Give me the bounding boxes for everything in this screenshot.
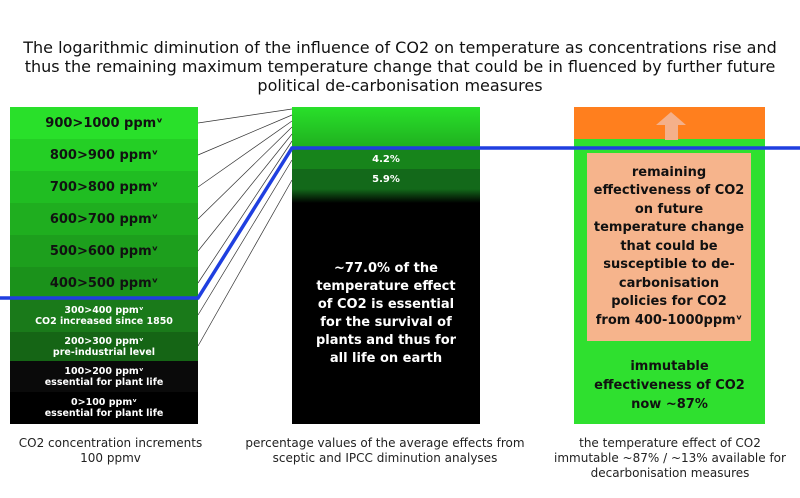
fan-line: [197, 179, 293, 347]
middle-fade: [292, 189, 480, 203]
segment-label: 800>900 ppmᵛ: [49, 147, 159, 163]
segment-300-400: 300>400 ppmᵛ CO2 increased since 1850: [10, 299, 198, 332]
caption-middle: percentage values of the average effects…: [245, 436, 525, 465]
segment-sublabel: CO2 increased since 1850: [35, 315, 173, 327]
segment-label: 0>100 ppmᵛ: [71, 397, 137, 408]
middle-segment-5-9: 5.9%: [292, 169, 480, 189]
segment-700-800: 700>800 ppmᵛ: [10, 171, 198, 203]
up-arrow: [656, 112, 686, 140]
segment-200-300: 200>300 ppmᵛ pre-industrial level: [10, 332, 198, 361]
diagram-title: The logarithmic diminution of the influe…: [23, 38, 777, 95]
fan-line: [197, 108, 293, 124]
segment-600-700: 600>700 ppmᵛ: [10, 203, 198, 235]
fan-line: [197, 120, 293, 188]
caption-right: the temperature effect of CO2 immutable …: [554, 436, 786, 480]
middle-segment-4-2: 4.2%: [292, 149, 480, 169]
middle-main-text: ~77.0% of the temperature effect of CO2 …: [315, 260, 457, 366]
segment-sublabel: pre-industrial level: [52, 346, 156, 358]
segment-label: 700>800 ppmᵛ: [49, 179, 159, 195]
segment-label: 300>400 ppmᵛ: [64, 304, 144, 316]
segment-sublabel: essential for plant life: [44, 408, 164, 419]
segment-800-900: 800>900 ppmᵛ: [10, 139, 198, 171]
fan-line: [197, 133, 293, 252]
segment-400-500: 400>500 ppmᵛ: [10, 267, 198, 299]
segment-900-1000: 900>1000 ppmᵛ: [10, 107, 198, 139]
segment-500-600: 500>600 ppmᵛ: [10, 235, 198, 267]
segment-label: 600>700 ppmᵛ: [49, 211, 159, 227]
immutable-effectiveness-text: immutable effectiveness of CO2 now ~87%: [594, 358, 745, 412]
immutable-text-block: immutable effectiveness of CO2 now ~87%: [584, 351, 755, 419]
middle-column: 4.2% 5.9% ~77.0% of the temperature effe…: [292, 107, 480, 424]
segment-label: 900>1000 ppmᵛ: [45, 115, 163, 131]
segment-label: 400>500 ppmᵛ: [49, 275, 159, 291]
caption-left: CO2 concentration increments 100 ppmv: [18, 436, 203, 465]
remaining-effectiveness-box: remaining effectiveness of CO2 on future…: [587, 153, 751, 341]
segment-100-200: 100>200 ppmᵛ essential for plant life: [10, 361, 198, 392]
middle-black-block: ~77.0% of the temperature effect of CO2 …: [292, 203, 480, 424]
segment-0-100: 0>100 ppmᵛ essential for plant life: [10, 392, 198, 424]
fan-line: [197, 159, 293, 316]
percent-label: 4.2%: [372, 153, 400, 165]
fan-line: [197, 114, 293, 156]
segment-label: 100>200 ppmᵛ: [64, 365, 144, 377]
segment-sublabel: essential for plant life: [44, 376, 164, 388]
fan-lines: [197, 108, 293, 347]
remaining-effectiveness-text: remaining effectiveness of CO2 on future…: [593, 164, 745, 328]
percent-label: 5.9%: [372, 173, 400, 185]
fan-line: [197, 140, 293, 284]
middle-gradient: [292, 107, 480, 149]
fan-line: [197, 126, 293, 220]
right-column: remaining effectiveness of CO2 on future…: [574, 107, 765, 424]
blue-effect-line: [0, 146, 800, 300]
left-column: 900>1000 ppmᵛ 800>900 ppmᵛ 700>800 ppmᵛ …: [10, 107, 198, 424]
segment-label: 200>300 ppmᵛ: [64, 335, 144, 347]
segment-label: 500>600 ppmᵛ: [49, 243, 159, 259]
